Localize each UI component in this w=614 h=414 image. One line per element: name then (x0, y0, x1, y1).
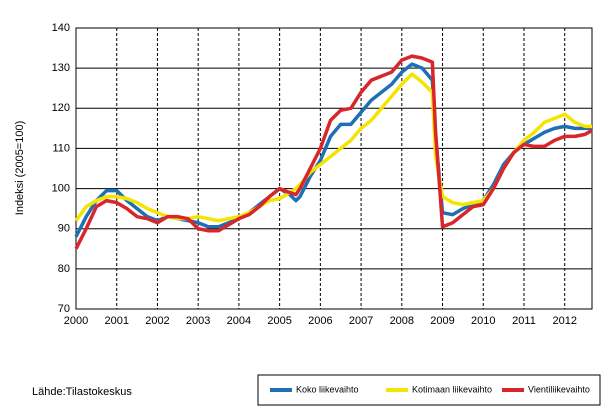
y-tick-label: 120 (52, 102, 70, 114)
y-tick-label: 140 (52, 22, 70, 34)
y-tick-label: 90 (58, 223, 70, 235)
y-tick-label: 100 (52, 182, 70, 194)
y-tick-label: 130 (52, 62, 70, 74)
x-tick-label: 2004 (227, 315, 251, 327)
x-tick-label: 2008 (390, 315, 414, 327)
x-tick-label: 2005 (267, 315, 291, 327)
y-tick-label: 70 (58, 303, 70, 315)
y-tick-label: 80 (58, 263, 70, 275)
plot-area (75, 27, 593, 310)
legend-label: Kotimaan liikevaihto (412, 384, 492, 394)
x-tick-label: 2006 (308, 315, 332, 327)
x-tick-label: 2011 (512, 315, 536, 327)
legend: Koko liikevaihto Kotimaan liikevaihto Vien… (257, 374, 601, 406)
y-tick-label: 110 (52, 142, 70, 154)
x-tick-label: 2009 (430, 315, 454, 327)
legend-label: Vientiliikevaihto (528, 384, 590, 394)
x-tick-label: 2000 (64, 315, 88, 327)
legend-label: Koko liikevaihto (296, 384, 359, 394)
source: Lähde:Tilastokeskus (32, 386, 132, 398)
x-tick-label: 2012 (552, 315, 576, 327)
series-line (74, 54, 593, 250)
x-tick-label: 2003 (186, 315, 210, 327)
legend-box (257, 374, 601, 406)
x-tick-label: 2007 (349, 315, 373, 327)
x-tick-label: 2002 (145, 315, 169, 327)
y-axis-label: Indeksi (2005=100) (14, 121, 26, 215)
x-tick-label: 2010 (471, 315, 495, 327)
x-tick-label: 2001 (104, 315, 128, 327)
